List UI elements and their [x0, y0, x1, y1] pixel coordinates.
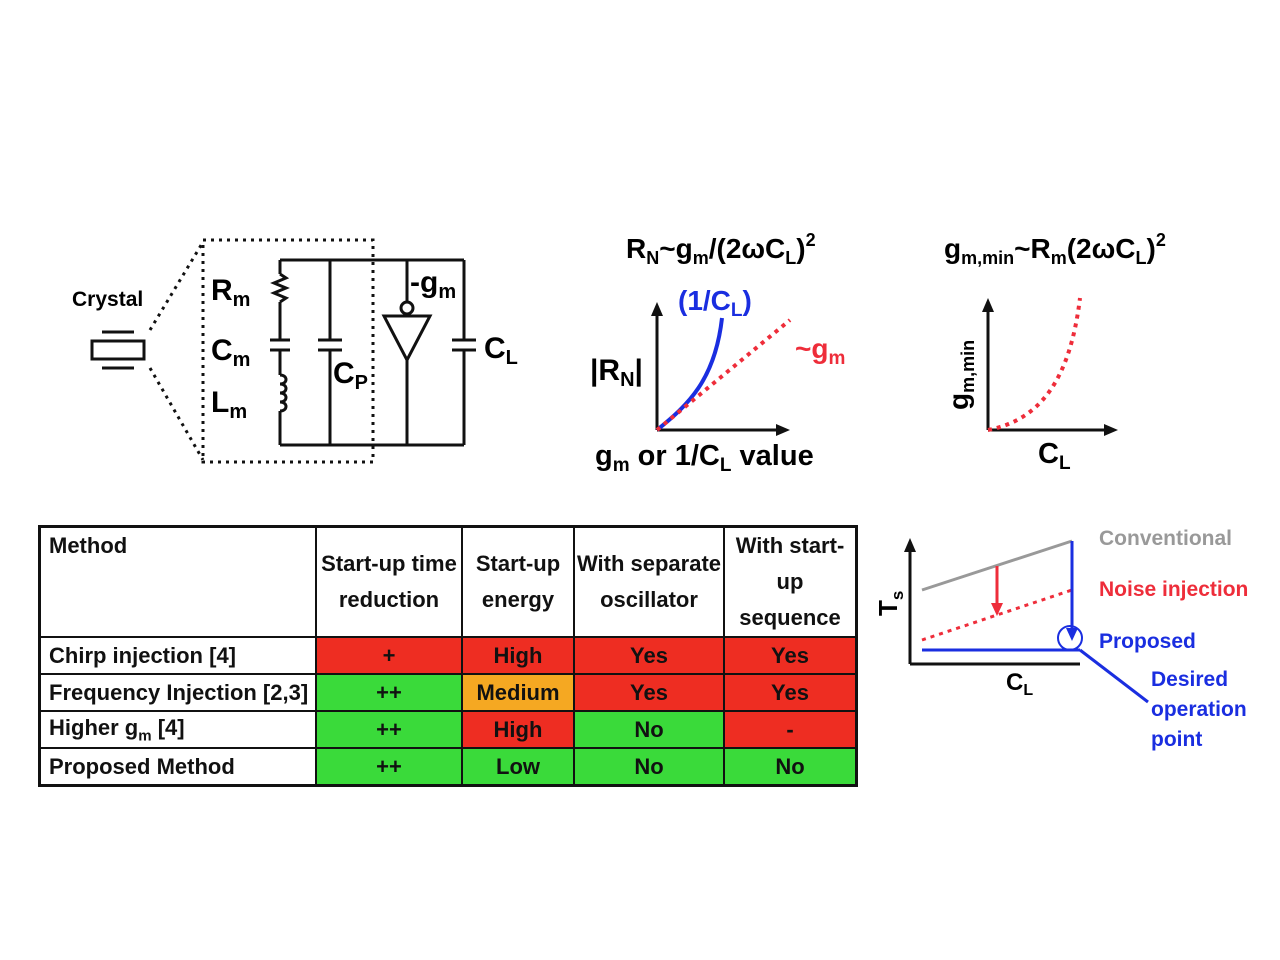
ts-graph: Ts CL Conventional Noise injection Propo…: [873, 527, 1253, 751]
circuit-wires: [270, 258, 476, 447]
gmin-xlabel: CL: [1038, 438, 1071, 474]
table-cell: No: [573, 710, 725, 749]
header-startup-energy: Start-up energy: [461, 525, 575, 638]
table-row: Higher gm [4] ++ High No -: [38, 710, 858, 749]
rn-graph: RN~gm/(2ωCL)2 |RN| (1/CL) ~gm gm or 1/CL…: [590, 230, 845, 476]
noise-injection-label: Noise injection: [1099, 578, 1248, 601]
conventional-label: Conventional: [1099, 527, 1232, 550]
conventional-line: [921, 539, 1073, 592]
header-method: Method: [38, 525, 317, 638]
table-cell: -: [723, 710, 858, 749]
gmin-curve: [987, 297, 1082, 432]
inv-cl-curve: [655, 317, 724, 432]
table-cell: Yes: [573, 673, 725, 712]
gm-line-label: ~gm: [795, 333, 845, 369]
table-header-row: Method Start-up time reduction Start-up en…: [38, 525, 858, 638]
gmin-graph: gm,min~Rm(2ωCL)2 gm,min CL: [943, 230, 1166, 474]
proposed-label: Proposed: [1099, 630, 1196, 653]
table-cell: Yes: [723, 673, 858, 712]
table-row: Frequency Injection [2,3] ++ Medium Yes …: [38, 673, 858, 712]
cl-label: CL: [484, 332, 518, 369]
table-cell: Yes: [723, 636, 858, 675]
lm-label: Lm: [211, 386, 247, 423]
table-cell: No: [723, 747, 858, 787]
table-cell: ++: [315, 710, 463, 749]
header-startup-time: Start-up time reduction: [315, 525, 463, 638]
comparison-table: Method Start-up time reduction Start-up en…: [38, 525, 858, 787]
ts-axes: [904, 538, 1080, 666]
rn-axes: [651, 302, 790, 436]
table-cell: No: [573, 747, 725, 787]
gmin-axes: [982, 298, 1118, 436]
desired-point-label: Desired operation point: [1151, 668, 1253, 751]
crystal-circuit: Crystal Rm: [72, 238, 518, 464]
rm-label: Rm: [211, 274, 250, 311]
row-method-name: Proposed Method: [38, 747, 317, 787]
proposed-arrow: [1057, 541, 1149, 704]
gmin-equation: gm,min~Rm(2ωCL)2: [944, 230, 1166, 268]
ts-xlabel: CL: [1006, 669, 1033, 699]
table-cell: High: [461, 636, 575, 675]
table-row: Chirp injection [4] + High Yes Yes: [38, 636, 858, 675]
table-cell: High: [461, 710, 575, 749]
table-cell: ++: [315, 673, 463, 712]
gm-label: -gm: [410, 266, 456, 303]
table-cell: Yes: [573, 636, 725, 675]
inv-cl-label: (1/CL): [678, 285, 752, 321]
row-method-name: Chirp injection [4]: [38, 636, 317, 675]
cp-label: CP: [333, 357, 368, 394]
reduction-arrow: [991, 566, 1003, 616]
zoom-lines: [148, 238, 375, 464]
header-startup-sequence: With start-up sequence: [723, 525, 858, 638]
row-method-name: Frequency Injection [2,3]: [38, 673, 317, 712]
crystal-label: Crystal: [72, 288, 143, 311]
rn-xlabel: gm or 1/CL value: [595, 440, 814, 476]
crystal-symbol: [90, 330, 146, 370]
cm-label: Cm: [211, 334, 250, 371]
table-row: Proposed Method ++ Low No No: [38, 747, 858, 787]
gmin-ylabel: gm,min: [943, 340, 978, 410]
rn-equation: RN~gm/(2ωCL)2: [626, 230, 816, 268]
table-cell: +: [315, 636, 463, 675]
table-cell: ++: [315, 747, 463, 787]
row-method-name: Higher gm [4]: [38, 710, 317, 749]
rn-ylabel: |RN|: [590, 354, 643, 391]
table-cell: Low: [461, 747, 575, 787]
table-cell: Medium: [461, 673, 575, 712]
ts-ylabel: Ts: [873, 591, 907, 616]
gm-line: [655, 318, 792, 432]
header-separate-oscillator: With separate oscillator: [573, 525, 725, 638]
